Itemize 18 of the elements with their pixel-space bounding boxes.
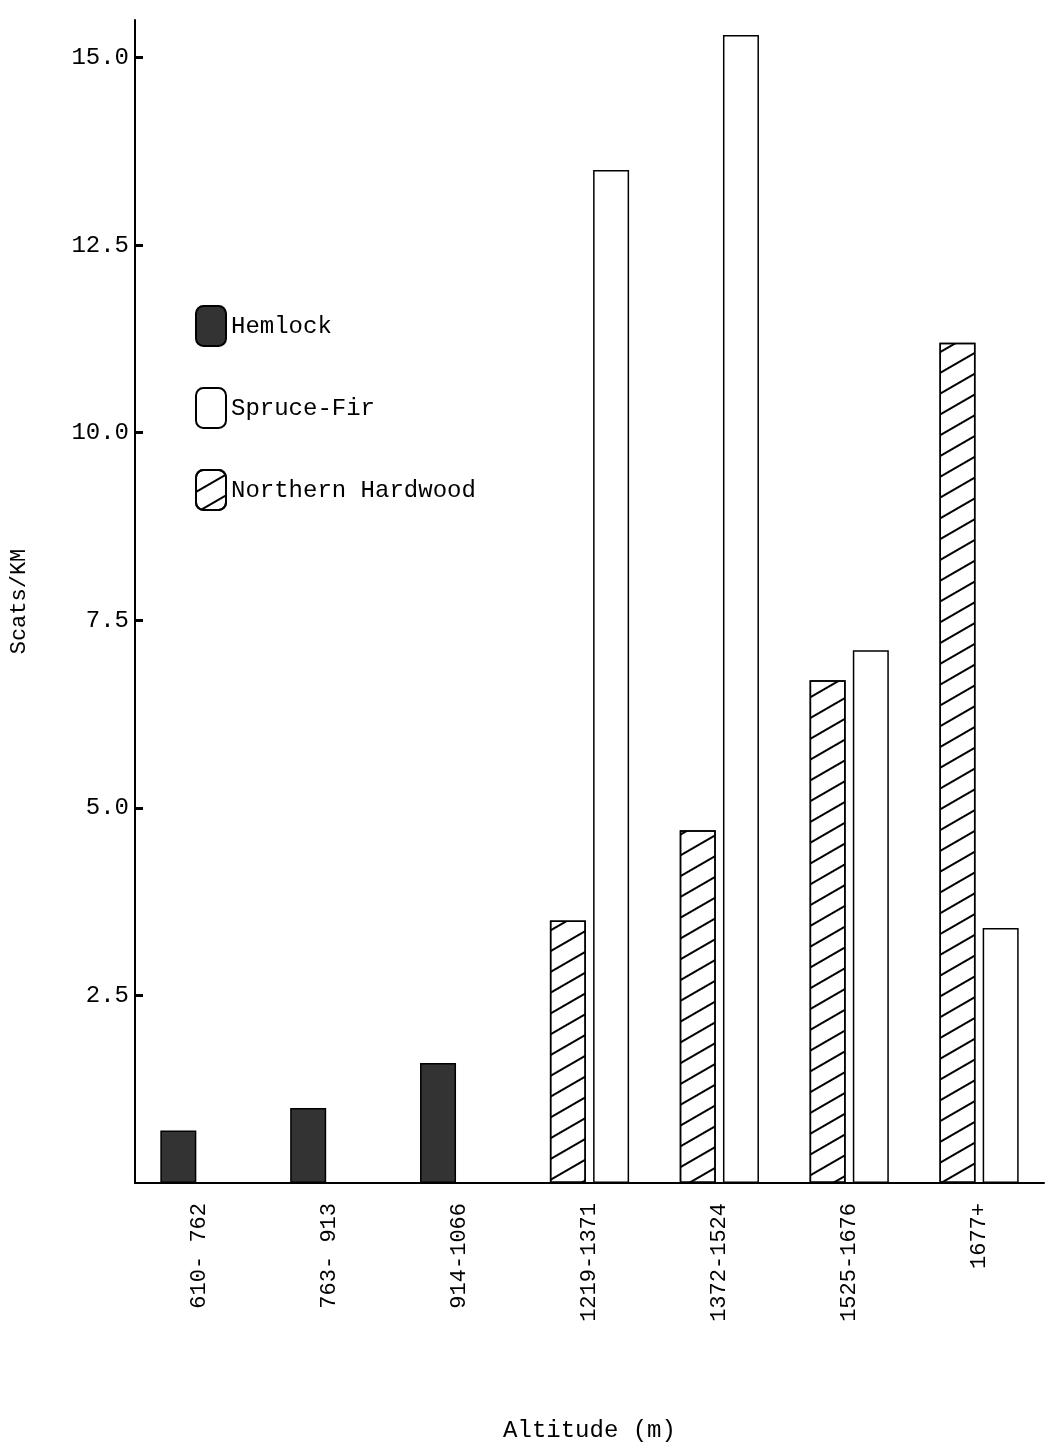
legend-label: Northern Hardwood: [231, 476, 476, 504]
x-tick-label: 914-1066: [447, 1203, 473, 1309]
y-tick-label: 5.0: [85, 794, 129, 822]
x-tick-label: 763- 913: [317, 1203, 343, 1309]
y-tick-label: 7.5: [85, 606, 129, 634]
legend-label: Hemlock: [231, 312, 332, 340]
legend-label: Spruce-Fir: [231, 394, 376, 422]
y-tick-label: 2.5: [85, 981, 129, 1009]
y-tick-label: 12.5: [71, 231, 129, 259]
y-tick-label: 15.0: [71, 44, 129, 72]
x-tick-label: 1372-1524: [706, 1203, 732, 1322]
y-tick-label: 10.0: [71, 419, 129, 447]
x-axis-title: Altitude (m): [503, 1416, 676, 1444]
x-tick-label: 1677+: [966, 1203, 992, 1270]
y-axis-title: Scats/KM: [6, 548, 32, 655]
x-tick-label: 1219-1371: [577, 1203, 602, 1322]
x-tick-label: 610- 762: [187, 1203, 213, 1309]
x-tick-label: 1525-1676: [836, 1203, 862, 1322]
